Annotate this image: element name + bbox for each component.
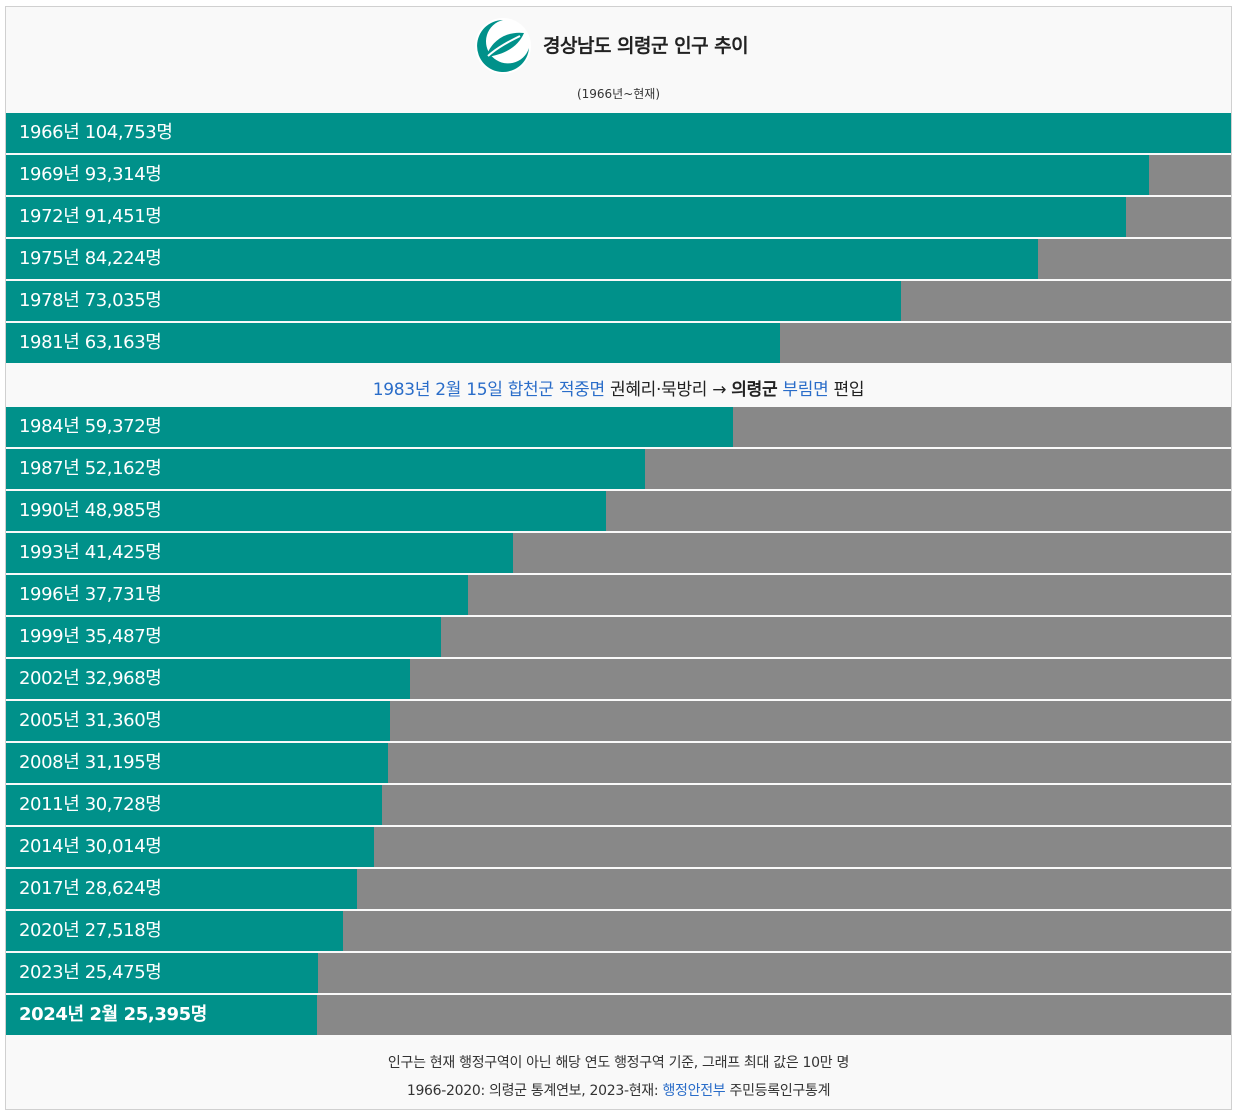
bar-row: 1978년 73,035명: [6, 281, 1231, 321]
uiryeong-logo-icon: [475, 18, 531, 74]
chart-title: 경상남도 의령군 인구 추이: [543, 35, 749, 57]
bar-row: 2020년 27,518명: [6, 911, 1231, 951]
bar-row: 1969년 93,314명: [6, 155, 1231, 195]
annotation-link[interactable]: 1983년 2월 15일: [372, 380, 503, 400]
bar-label: 2024년 2월 25,395명: [19, 1004, 207, 1025]
bar-fill: [6, 995, 318, 1035]
bar-label: 1966년 104,753명: [19, 122, 173, 143]
bar-fill: [6, 491, 607, 531]
chart-header: 경상남도 의령군 인구 추이 (1966년~현재): [6, 7, 1231, 112]
bar-row: 1999년 35,487명: [6, 617, 1231, 657]
bar-label: 1984년 59,372명: [19, 416, 162, 437]
bar-label: 1969년 93,314명: [19, 164, 162, 185]
bar-fill: [6, 659, 410, 699]
bar-fill: [6, 911, 344, 951]
bar-row: 1975년 84,224명: [6, 239, 1231, 279]
annotation-text: 권혜리·묵방리 →: [604, 380, 732, 400]
bar-row: 2005년 31,360명: [6, 701, 1231, 741]
bar-fill: [6, 827, 374, 867]
bar-label: 1996년 37,731명: [19, 584, 162, 605]
bar-row: 1993년 41,425명: [6, 533, 1231, 573]
bar-fill: [6, 869, 357, 909]
mois-link[interactable]: 행정안전부: [662, 1083, 726, 1099]
chart-subtitle: (1966년~현재): [576, 87, 661, 101]
chart-footer: 인구는 현재 행정구역이 아닌 해당 연도 행정구역 기준, 그래프 최대 값은…: [6, 1049, 1231, 1105]
bar-label: 2011년 30,728명: [19, 794, 162, 815]
bar-row: 2024년 2월 25,395명: [6, 995, 1231, 1035]
bar-label: 2023년 25,475명: [19, 962, 162, 983]
bar-label: 1972년 91,451명: [19, 206, 162, 227]
bar-fill: [6, 701, 391, 741]
bar-row: 1996년 37,731명: [6, 575, 1231, 615]
bar-row: 1966년 104,753명: [6, 113, 1231, 153]
bar-row: 2023년 25,475명: [6, 953, 1231, 993]
bar-row: 2014년 30,014명: [6, 827, 1231, 867]
bar-row: 1987년 52,162명: [6, 449, 1231, 489]
bar-label: 1975년 84,224명: [19, 248, 162, 269]
bar-row: 1972년 91,451명: [6, 197, 1231, 237]
bar-fill: [6, 449, 645, 489]
bar-label: 2002년 32,968명: [19, 668, 162, 689]
footer-source-prefix: 1966-2020: 의령군 통계연보, 2023-현재:: [406, 1083, 663, 1099]
bar-fill: [6, 533, 514, 573]
bar-label: 1993년 41,425명: [19, 542, 162, 563]
footer-source-suffix: 주민등록인구통계: [725, 1083, 831, 1099]
annotation-text: 의령군: [731, 380, 778, 400]
bar-row: 2008년 31,195명: [6, 743, 1231, 783]
annotation-link[interactable]: 적중면: [558, 380, 605, 400]
bar-label: 2008년 31,195명: [19, 752, 162, 773]
bar-label: 2014년 30,014명: [19, 836, 162, 857]
bar-fill: [6, 743, 389, 783]
footer-note: 인구는 현재 행정구역이 아닌 해당 연도 행정구역 기준, 그래프 최대 값은…: [387, 1055, 850, 1071]
bar-fill: [6, 617, 441, 657]
annotation-note: 1983년 2월 15일 합천군 적중면 권혜리·묵방리 → 의령군 부림면 편…: [6, 371, 1231, 409]
bar-label: 1981년 63,163명: [19, 332, 162, 353]
bar-label: 1999년 35,487명: [19, 626, 162, 647]
bar-fill: [6, 785, 383, 825]
bar-fill: [6, 239, 1038, 279]
bar-label: 2017년 28,624명: [19, 878, 162, 899]
bar-label: 1978년 73,035명: [19, 290, 162, 311]
bar-row: 2017년 28,624명: [6, 869, 1231, 909]
annotation-link[interactable]: 합천군: [507, 380, 554, 400]
bar-fill: [6, 197, 1127, 237]
bar-fill: [6, 155, 1150, 195]
bar-fill: [6, 323, 780, 363]
bar-fill: [6, 953, 319, 993]
bar-label: 1990년 48,985명: [19, 500, 162, 521]
bar-row: 1984년 59,372명: [6, 407, 1231, 447]
bar-fill: [6, 281, 901, 321]
bar-row: 1990년 48,985명: [6, 491, 1231, 531]
bar-fill: [6, 407, 734, 447]
bar-row: 2002년 32,968명: [6, 659, 1231, 699]
bar-row: 2011년 30,728명: [6, 785, 1231, 825]
bar-label: 2005년 31,360명: [19, 710, 162, 731]
bar-label: 2020년 27,518명: [19, 920, 162, 941]
bar-fill: [6, 113, 1231, 153]
bar-fill: [6, 575, 469, 615]
bar-label: 1987년 52,162명: [19, 458, 162, 479]
footer-source: 1966-2020: 의령군 통계연보, 2023-현재: 행정안전부 주민등록…: [6, 1077, 1231, 1105]
bar-row: 1981년 63,163명: [6, 323, 1231, 363]
annotation-text: 편입: [828, 380, 865, 400]
population-chart: 경상남도 의령군 인구 추이 (1966년~현재) 1966년 104,753명…: [5, 6, 1232, 1110]
annotation-link[interactable]: 부림면: [782, 380, 829, 400]
